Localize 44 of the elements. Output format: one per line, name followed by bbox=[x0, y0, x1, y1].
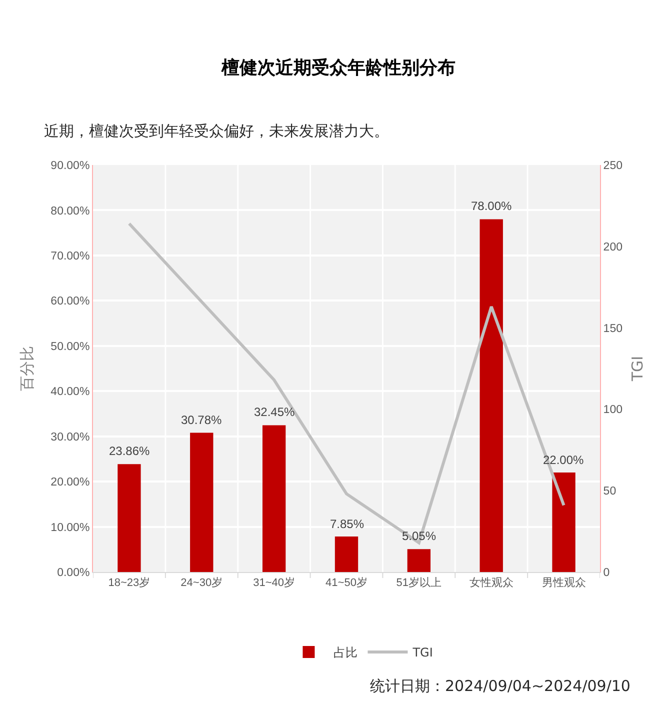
data-label: 32.45% bbox=[254, 405, 296, 419]
y-tick-label: 20.00% bbox=[50, 476, 90, 489]
y2-tick-label: 100 bbox=[603, 404, 622, 416]
y2-axis-title: TGI bbox=[628, 356, 646, 382]
data-label: 30.78% bbox=[181, 413, 222, 427]
bar bbox=[552, 472, 576, 572]
y-tick-label: 10.00% bbox=[50, 522, 90, 534]
y-axis-title: 百分比 bbox=[18, 346, 36, 391]
y-tick-label: 80.00% bbox=[50, 205, 90, 218]
x-tick-label: 24~30岁 bbox=[180, 577, 223, 590]
chart-subtitle: 近期，檀健次受到年轻受众偏好，未来发展潜力大。 bbox=[44, 122, 389, 140]
data-label: 78.00% bbox=[471, 199, 512, 213]
y2-tick-label: 250 bbox=[603, 160, 622, 172]
x-tick-label: 51岁以上 bbox=[396, 576, 442, 590]
bar bbox=[262, 425, 286, 572]
data-label: 22.00% bbox=[543, 453, 584, 467]
y-tick-label: 70.00% bbox=[50, 250, 90, 262]
bar bbox=[118, 464, 141, 572]
bar bbox=[334, 536, 358, 572]
y2-tick-label: 0 bbox=[603, 567, 610, 580]
legend-label: TGI bbox=[412, 646, 433, 660]
data-label: 7.85% bbox=[330, 517, 364, 531]
bar bbox=[407, 549, 431, 572]
x-tick-label: 41~50岁 bbox=[326, 577, 368, 590]
y2-tick-label: 150 bbox=[603, 322, 622, 335]
x-tick-label: 18~23岁 bbox=[108, 577, 150, 590]
y-tick-label: 40.00% bbox=[50, 386, 90, 398]
bar bbox=[480, 219, 503, 572]
bar bbox=[190, 432, 214, 572]
x-tick-label: 女性观众 bbox=[469, 577, 514, 590]
text: 统计日期：2024/09/04~2024/09/10 bbox=[370, 677, 630, 695]
legend-label: 占比 bbox=[334, 646, 358, 660]
y2-tick-label: 200 bbox=[603, 241, 622, 254]
x-tick-label: 31~40岁 bbox=[253, 577, 296, 590]
y-tick-label: 90.00% bbox=[50, 160, 90, 172]
x-tick-label: 男性观众 bbox=[542, 577, 586, 590]
data-label: 23.86% bbox=[109, 444, 150, 458]
y2-tick-label: 50 bbox=[603, 486, 616, 498]
y-tick-label: 50.00% bbox=[50, 340, 90, 353]
y-tick-label: 60.00% bbox=[50, 296, 90, 308]
y-tick-label: 30.00% bbox=[50, 431, 90, 444]
data-label: 5.05% bbox=[402, 529, 436, 543]
chart-title: 檀健次近期受众年龄性别分布 bbox=[220, 57, 456, 78]
y-tick-label: 0.00% bbox=[57, 567, 90, 580]
